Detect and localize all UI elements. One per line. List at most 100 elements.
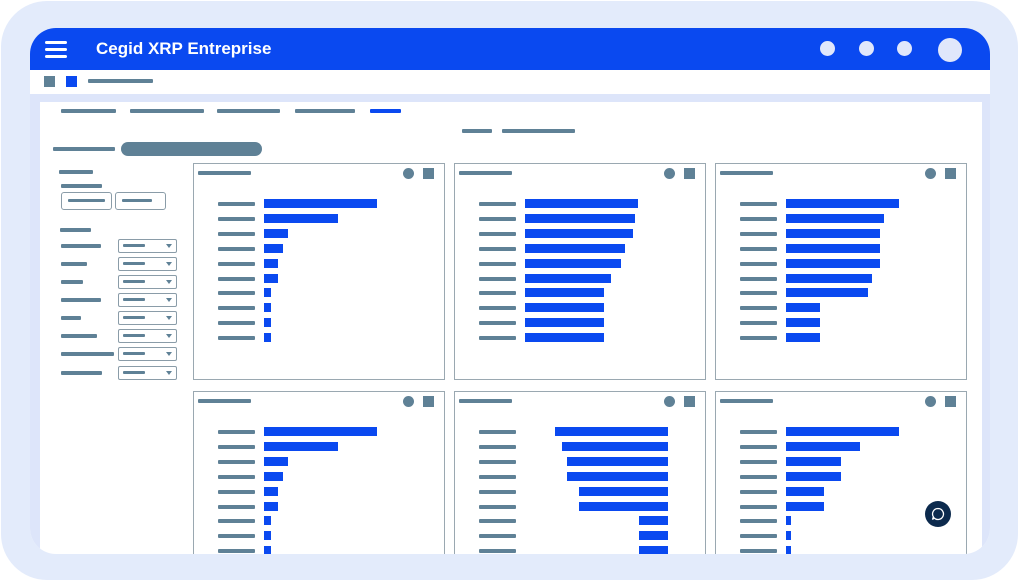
filter-button-1[interactable] bbox=[61, 192, 112, 210]
bar-label bbox=[218, 504, 255, 509]
chart-bar bbox=[525, 199, 638, 208]
settings-dot-icon[interactable] bbox=[897, 41, 912, 56]
bar-label bbox=[740, 246, 777, 251]
bar-label bbox=[218, 430, 255, 434]
chart-bar bbox=[525, 288, 604, 298]
chart-panel-6 bbox=[715, 391, 967, 554]
panel-expand-icon[interactable] bbox=[684, 168, 695, 179]
filter-pill[interactable] bbox=[121, 142, 262, 156]
tab-2[interactable] bbox=[130, 109, 204, 113]
bar-label bbox=[479, 231, 516, 236]
tab-5-active[interactable] bbox=[370, 109, 401, 113]
bar-label bbox=[479, 246, 516, 251]
chart-bar bbox=[264, 516, 271, 526]
panel-options-icon[interactable] bbox=[664, 168, 675, 179]
chart-bar bbox=[786, 441, 860, 451]
filter-select-5[interactable] bbox=[118, 311, 177, 325]
chart-bar bbox=[786, 258, 880, 268]
panel-expand-icon[interactable] bbox=[945, 396, 956, 407]
filter-label-2 bbox=[61, 262, 87, 266]
sidebar-section-label bbox=[60, 228, 91, 232]
bar-label bbox=[218, 444, 255, 449]
chart-bar bbox=[567, 471, 668, 481]
bar-label bbox=[479, 336, 516, 341]
panel-title bbox=[720, 399, 773, 403]
chart-bar bbox=[264, 288, 271, 298]
app-window: Cegid XRP Entreprise bbox=[30, 28, 990, 554]
panel-options-icon[interactable] bbox=[403, 168, 414, 179]
home-square-icon[interactable] bbox=[44, 76, 55, 87]
panel-expand-icon[interactable] bbox=[423, 396, 434, 407]
filter-select-3[interactable] bbox=[118, 275, 177, 289]
bar-label bbox=[740, 306, 777, 311]
tab-4[interactable] bbox=[295, 109, 355, 113]
panel-options-icon[interactable] bbox=[664, 396, 675, 407]
chart-bar bbox=[639, 516, 668, 526]
breadcrumb[interactable] bbox=[88, 79, 153, 83]
chart-bar bbox=[264, 318, 271, 328]
bar-label bbox=[740, 202, 777, 206]
filter-label-6 bbox=[61, 334, 97, 338]
notification-dot-icon[interactable] bbox=[820, 41, 835, 56]
filter-button-2[interactable] bbox=[115, 192, 166, 210]
panel-title bbox=[720, 171, 773, 175]
bar-label bbox=[218, 336, 255, 341]
bar-label bbox=[740, 474, 777, 479]
chart-bar bbox=[786, 546, 791, 554]
chat-bubble-icon[interactable] bbox=[925, 501, 951, 527]
chart-bar bbox=[786, 199, 899, 208]
chart-panel-5 bbox=[454, 391, 706, 554]
filter-select-4[interactable] bbox=[118, 293, 177, 307]
panel-expand-icon[interactable] bbox=[945, 168, 956, 179]
bar-label bbox=[740, 276, 777, 281]
chart-bar bbox=[264, 273, 278, 283]
center-label-2 bbox=[502, 129, 575, 133]
filter-select-7[interactable] bbox=[118, 347, 177, 361]
bar-label bbox=[479, 474, 516, 479]
chart-bar bbox=[579, 486, 668, 496]
filter-select-1[interactable] bbox=[118, 239, 177, 253]
chart-bar bbox=[525, 258, 621, 268]
chart-bar bbox=[786, 228, 880, 238]
chart-bar bbox=[264, 199, 377, 208]
filter-select-2[interactable] bbox=[118, 257, 177, 271]
bar-label bbox=[479, 216, 516, 221]
chart-bar bbox=[264, 333, 271, 343]
tab-3[interactable] bbox=[217, 109, 280, 113]
bar-label bbox=[740, 216, 777, 221]
help-dot-icon[interactable] bbox=[859, 41, 874, 56]
bar-label bbox=[479, 276, 516, 281]
tab-1[interactable] bbox=[61, 109, 116, 113]
bar-label bbox=[218, 231, 255, 236]
bar-label bbox=[479, 306, 516, 311]
panel-options-icon[interactable] bbox=[403, 396, 414, 407]
panel-options-icon[interactable] bbox=[925, 168, 936, 179]
panel-expand-icon[interactable] bbox=[423, 168, 434, 179]
bar-label bbox=[740, 549, 777, 554]
chart-panel-2 bbox=[454, 163, 706, 380]
chart-panel-1 bbox=[193, 163, 445, 380]
bar-label bbox=[479, 519, 516, 524]
chart-bar bbox=[525, 228, 633, 238]
panel-options-icon[interactable] bbox=[925, 396, 936, 407]
bar-label bbox=[479, 202, 516, 206]
filter-select-6[interactable] bbox=[118, 329, 177, 343]
chart-bar bbox=[786, 303, 820, 313]
bar-label bbox=[218, 306, 255, 311]
panel-expand-icon[interactable] bbox=[684, 396, 695, 407]
filter-label bbox=[53, 147, 115, 151]
user-avatar-icon[interactable] bbox=[938, 38, 962, 62]
chart-bar bbox=[639, 531, 668, 541]
filter-select-8[interactable] bbox=[118, 366, 177, 380]
bar-label bbox=[218, 459, 255, 464]
menu-icon[interactable] bbox=[40, 36, 72, 62]
chart-bar bbox=[525, 273, 611, 283]
bar-label bbox=[479, 534, 516, 539]
bar-label bbox=[218, 534, 255, 539]
chart-bar bbox=[786, 471, 841, 481]
bar-label bbox=[479, 430, 516, 434]
bar-label bbox=[479, 549, 516, 554]
bar-label bbox=[740, 519, 777, 524]
module-square-icon[interactable] bbox=[66, 76, 77, 87]
chart-bar bbox=[264, 213, 338, 223]
